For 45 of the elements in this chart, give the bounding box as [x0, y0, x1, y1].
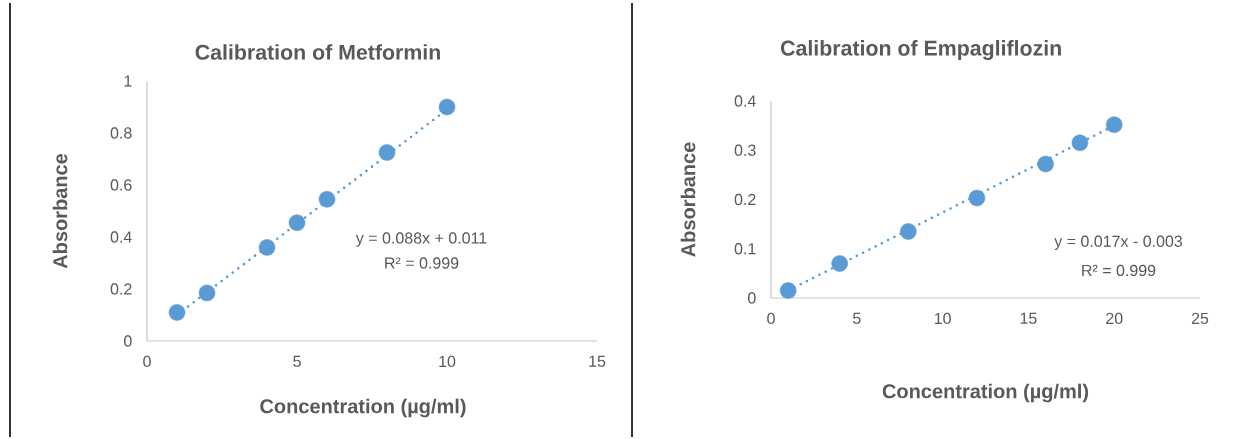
- y-axis-title: Absorbance: [52, 153, 68, 269]
- annotation: y = 0.017x - 0.003: [1054, 235, 1183, 251]
- y-tick-label: 0.4: [110, 231, 132, 243]
- y-axis-title: Absorbance: [680, 142, 696, 257]
- chart-title: Calibration of Empagliflozin: [781, 40, 1061, 60]
- x-tick-label: 5: [293, 355, 301, 367]
- x-tick-label: 10: [934, 312, 951, 325]
- point: [900, 223, 917, 240]
- point: [1037, 155, 1054, 173]
- x-axis-title: Concentration (µg/ml): [882, 383, 1089, 403]
- chart-title: Calibration of Metformin: [195, 44, 440, 60]
- annotation: y = 0.088x + 0.011: [355, 232, 487, 247]
- point: [378, 144, 396, 161]
- y-tick-label: 0: [124, 335, 132, 347]
- point: [438, 98, 456, 116]
- x-tick-label: 20: [1106, 312, 1123, 325]
- x-tick-label: 15: [589, 355, 606, 367]
- y-tick-label: 0.6: [110, 179, 132, 191]
- point: [318, 191, 336, 208]
- point: [968, 189, 986, 207]
- annotation: R² = 0.999: [385, 257, 459, 269]
- x-tick-label: 25: [1191, 312, 1209, 325]
- point: [288, 214, 306, 231]
- y-tick-label: 0.1: [734, 243, 756, 255]
- point: [258, 239, 276, 256]
- x-tick-label: 0: [143, 355, 151, 368]
- x-tick-label: 0: [767, 312, 775, 325]
- annotation: R² = 0.999: [1082, 264, 1156, 277]
- y-tick-label: 1: [124, 75, 132, 87]
- y-tick-label: 0: [748, 292, 756, 304]
- point: [1071, 134, 1089, 152]
- y-tick-label: 0.2: [110, 283, 132, 295]
- point: [779, 282, 797, 299]
- x-tick-label: 15: [1020, 312, 1037, 324]
- y-tick-label: 0.2: [734, 193, 756, 206]
- y-tick-label: 0.8: [110, 127, 132, 139]
- x-tick-label: 10: [439, 355, 456, 368]
- point: [831, 255, 848, 272]
- y-tick-label: 0.4: [734, 95, 756, 107]
- y-tick-label: 0.3: [734, 144, 756, 156]
- point: [168, 304, 186, 321]
- x-tick-label: 5: [853, 312, 861, 324]
- x-axis-title: Concentration (µg/ml): [260, 398, 466, 418]
- point: [198, 284, 216, 302]
- point: [1105, 116, 1123, 133]
